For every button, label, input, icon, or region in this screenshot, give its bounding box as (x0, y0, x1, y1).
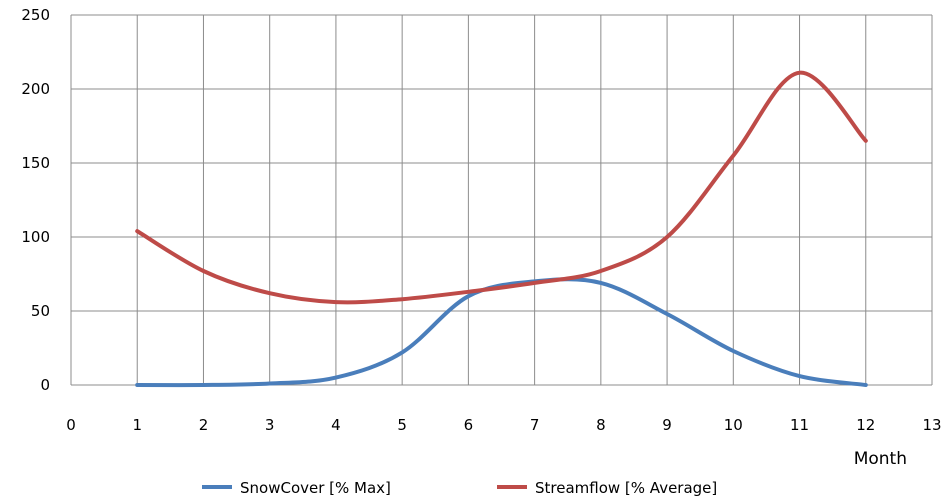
y-axis-tick-labels: 0 50 100 150 200 250 (21, 6, 50, 394)
x-tick-label: 2 (199, 416, 209, 434)
x-axis-tick-labels: 0 1 2 3 4 5 6 7 8 9 10 11 12 13 (66, 416, 941, 434)
y-tick-label: 50 (31, 302, 50, 320)
legend-label: Streamflow [% Average] (535, 479, 717, 497)
x-tick-label: 3 (265, 416, 275, 434)
x-tick-label: 0 (66, 416, 76, 434)
x-tick-label: 5 (397, 416, 407, 434)
x-axis-title: Month (854, 449, 907, 469)
x-tick-label: 6 (464, 416, 474, 434)
y-tick-label: 200 (21, 80, 50, 98)
x-tick-label: 7 (530, 416, 540, 434)
legend: SnowCover [% Max] Streamflow [% Average] (202, 479, 717, 497)
series-lines (135, 70, 868, 388)
x-tick-label: 12 (856, 416, 875, 434)
x-tick-label: 9 (662, 416, 672, 434)
series-line-streamflow (135, 70, 868, 305)
x-tick-label: 1 (132, 416, 142, 434)
y-tick-label: 150 (21, 154, 50, 172)
x-tick-label: 10 (724, 416, 743, 434)
x-tick-label: 13 (922, 416, 941, 434)
x-tick-label: 8 (596, 416, 606, 434)
series-line-snowcover (135, 277, 868, 388)
legend-label: SnowCover [% Max] (240, 479, 391, 497)
x-tick-label: 11 (790, 416, 809, 434)
y-tick-label: 100 (21, 228, 50, 246)
y-tick-label: 250 (21, 6, 50, 24)
gridlines (70, 14, 933, 386)
x-tick-label: 4 (331, 416, 341, 434)
y-tick-label: 0 (40, 376, 50, 394)
